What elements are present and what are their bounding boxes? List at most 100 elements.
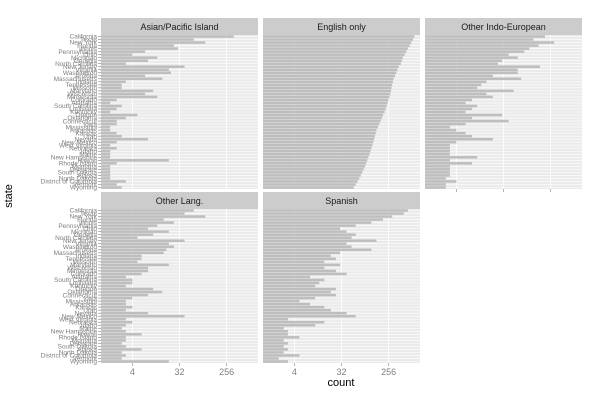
bar — [101, 53, 133, 56]
bar — [101, 165, 111, 168]
bar — [101, 186, 122, 189]
bar — [101, 224, 158, 227]
y-tick-label: Minnesota — [67, 94, 97, 101]
facet-title: Asian/Pacific Island — [140, 22, 218, 32]
bar — [425, 168, 450, 171]
facet-strip — [101, 18, 258, 35]
bar — [101, 209, 194, 212]
y-tick-label: North Dakota — [59, 176, 98, 183]
bar — [425, 149, 450, 153]
y-axis-title: state — [3, 184, 15, 208]
bar — [263, 71, 397, 75]
bar — [263, 251, 341, 255]
bar — [101, 68, 169, 71]
bar — [101, 110, 111, 114]
y-tick-label: Illinois — [79, 220, 98, 227]
bar — [263, 146, 372, 150]
bar — [263, 119, 381, 123]
bar — [263, 263, 341, 267]
bar — [425, 116, 473, 120]
y-tick-label: Hawaii — [77, 332, 97, 339]
bar — [101, 156, 111, 159]
bar — [101, 218, 164, 221]
y-tick-label: Virginia — [75, 241, 97, 248]
y-tick-label: Arkansas — [70, 127, 98, 134]
bar — [263, 153, 370, 156]
y-tick-label: Minnesota — [67, 268, 97, 275]
bar — [263, 248, 372, 252]
bar — [263, 221, 372, 224]
bar — [263, 296, 316, 300]
bar — [425, 53, 509, 56]
y-tick-label: Maine — [79, 325, 97, 332]
bar — [101, 47, 179, 50]
bar — [101, 327, 122, 330]
bar — [425, 89, 514, 93]
bar — [101, 212, 185, 215]
y-tick-label: Louisiana — [69, 280, 97, 287]
y-tick-label: Tennessee — [66, 256, 98, 263]
y-tick-label: Oklahoma — [67, 289, 97, 296]
y-tick-label: Missouri — [73, 259, 97, 266]
bar — [263, 56, 403, 59]
bar — [425, 162, 473, 165]
bar — [101, 299, 126, 303]
bar — [263, 162, 367, 165]
bar — [101, 177, 111, 180]
y-tick-label: Maryland — [70, 262, 97, 269]
bar — [425, 59, 503, 62]
bar — [101, 257, 142, 261]
bar — [101, 104, 122, 108]
bar — [101, 348, 142, 351]
bar — [425, 71, 518, 75]
bar — [101, 71, 172, 75]
bar — [101, 305, 133, 309]
bar — [263, 174, 361, 177]
bar — [263, 50, 407, 53]
bar — [101, 242, 169, 245]
bar — [101, 65, 185, 68]
y-tick-label: Texas — [80, 211, 98, 218]
y-tick-label: Ohio — [83, 52, 97, 59]
bar — [263, 342, 288, 345]
bar — [263, 275, 311, 279]
bar — [425, 104, 478, 108]
bar — [101, 146, 117, 150]
y-tick-label: Connecticut — [63, 292, 98, 299]
bar — [263, 74, 396, 78]
y-tick-label: Hawaii — [77, 158, 97, 165]
y-tick-label: Michigan — [71, 229, 97, 236]
bar — [263, 125, 378, 129]
bar — [263, 257, 336, 261]
y-tick-label: South Dakota — [58, 170, 98, 177]
y-tick-label: Washington — [63, 70, 97, 77]
bar — [425, 119, 509, 123]
y-tick-label: Nevada — [75, 310, 98, 317]
y-tick-label: New Hampshire — [51, 328, 98, 335]
y-tick-label: New Jersey — [63, 238, 98, 245]
bar — [101, 281, 133, 285]
bar — [425, 101, 466, 105]
bar — [101, 221, 174, 224]
bar — [263, 323, 316, 327]
x-tick-label: 4 — [130, 367, 135, 377]
bar — [101, 260, 138, 264]
bar — [101, 236, 138, 239]
y-tick-label: North Carolina — [55, 61, 97, 68]
bar — [263, 224, 356, 227]
bar — [263, 212, 404, 215]
bar — [101, 137, 149, 141]
bar — [101, 162, 117, 165]
bar — [425, 128, 457, 132]
y-tick-label: South Carolina — [54, 103, 97, 110]
bar — [263, 317, 288, 321]
y-tick-label: Oregon — [75, 286, 97, 293]
bar — [425, 159, 450, 162]
y-tick-label: New Hampshire — [51, 154, 98, 161]
bar — [263, 86, 392, 90]
y-tick-label: Florida — [77, 43, 97, 50]
bar — [263, 293, 336, 297]
bar — [425, 171, 450, 174]
